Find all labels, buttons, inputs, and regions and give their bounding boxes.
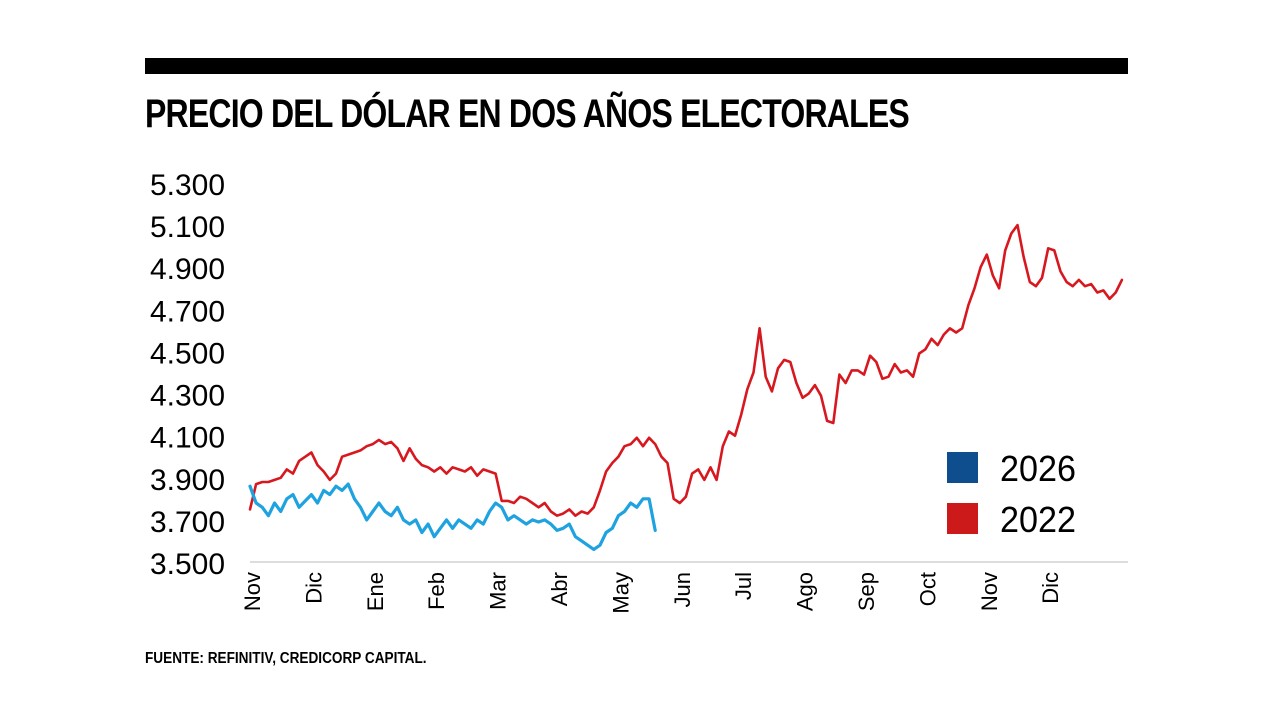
y-tick-label: 4.900 <box>150 253 225 286</box>
legend-swatch-2026 <box>947 452 978 483</box>
y-tick-label: 3.900 <box>150 464 225 497</box>
y-tick-label: 3.700 <box>150 506 225 539</box>
legend-label-2026: 2026 <box>1000 448 1076 489</box>
y-tick-label: 4.500 <box>150 337 225 370</box>
x-axis-labels: Nov Dic Ene Feb Mar Abr May Jun Jul Ago Sep Oct Nov D… <box>240 572 1063 614</box>
legend-swatch-2022 <box>947 503 978 534</box>
chart-title: PRECIO DEL DÓLAR EN DOS AÑOS ELECTORALES <box>145 92 910 136</box>
legend-label-2022: 2022 <box>1000 499 1076 540</box>
y-tick-label: 3.500 <box>150 548 225 581</box>
x-tick-label: Feb <box>424 572 449 610</box>
x-tick-label: Abr <box>547 572 572 606</box>
x-tick-label: Oct <box>915 572 940 606</box>
x-tick-label: Dic <box>301 572 326 604</box>
y-tick-label: 4.300 <box>150 380 225 413</box>
y-tick-label: 4.700 <box>150 295 225 328</box>
y-axis-labels: 3.500 3.700 3.900 4.100 4.300 4.500 4.700 4.900… <box>150 169 225 581</box>
series-lines <box>248 223 1124 552</box>
x-tick-label: Ene <box>363 572 388 611</box>
source-note: FUENTE: REFINITIV, CREDICORP CAPITAL. <box>145 650 427 667</box>
legend: 2026 2022 <box>947 448 1076 540</box>
x-tick-label: Jun <box>670 572 695 607</box>
series-line-2022 <box>248 223 1124 518</box>
x-tick-label: May <box>608 572 633 614</box>
y-tick-label: 5.100 <box>150 211 225 244</box>
x-tick-label: Sep <box>854 572 879 611</box>
series-line-2026 <box>248 482 657 552</box>
x-tick-label: Nov <box>977 572 1002 611</box>
top-rule <box>145 58 1128 74</box>
y-tick-label: 4.100 <box>150 422 225 455</box>
y-tick-label: 5.300 <box>150 169 225 202</box>
x-tick-label: Jul <box>731 572 756 600</box>
x-tick-label: Ago <box>793 572 818 611</box>
x-tick-label: Dic <box>1038 572 1063 604</box>
x-tick-label: Mar <box>486 572 511 610</box>
x-tick-label: Nov <box>240 572 265 611</box>
